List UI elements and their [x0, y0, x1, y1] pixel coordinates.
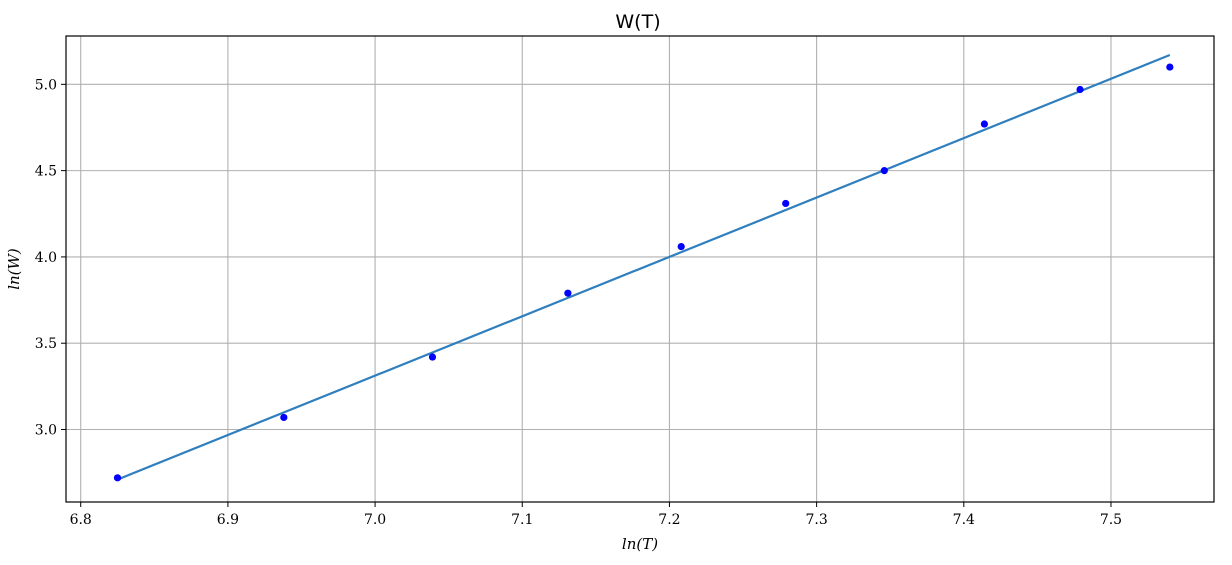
- grid-layer: [66, 36, 1214, 502]
- x-tick-label: 7.1: [511, 512, 533, 528]
- data-point: [280, 413, 288, 422]
- y-tick-label: 4.5: [35, 164, 57, 180]
- data-point: [980, 120, 989, 128]
- data-point: [113, 474, 122, 482]
- x-tick-label: 6.8: [70, 512, 92, 528]
- x-tick-label: 7.0: [364, 512, 386, 528]
- x-tick-label: 6.9: [217, 512, 239, 528]
- plot-frame: [65, 35, 1215, 503]
- data-point: [1166, 63, 1174, 71]
- data-point: [1076, 85, 1084, 94]
- data-point: [428, 353, 437, 361]
- y-tick-label: 3.0: [35, 423, 57, 439]
- data-points-layer: [113, 63, 1174, 482]
- chart-title: W(T): [615, 11, 660, 33]
- x-tick-label: 7.4: [953, 512, 975, 528]
- fit-line-layer: [117, 53, 1171, 481]
- x-axis-label: ln(T): [622, 535, 658, 553]
- data-point: [880, 167, 888, 175]
- y-tick-label: 4.0: [35, 250, 57, 266]
- data-point: [782, 199, 790, 208]
- tick-layer: 6.8 6.9 7.0 7.1 7.2 7.3 7.4 7.5 3.0 3.5 4.0 4.5 5.0: [35, 77, 1122, 528]
- data-point: [564, 289, 572, 297]
- x-tick-label: 7.3: [805, 512, 827, 528]
- fit-line: [117, 53, 1171, 481]
- y-tick-label: 5.0: [35, 77, 57, 93]
- y-tick-label: 3.5: [35, 336, 57, 352]
- y-axis-label: ln(W): [5, 248, 23, 290]
- x-tick-label: 7.5: [1100, 512, 1122, 528]
- x-tick-label: 7.2: [658, 512, 680, 528]
- data-point: [677, 242, 685, 251]
